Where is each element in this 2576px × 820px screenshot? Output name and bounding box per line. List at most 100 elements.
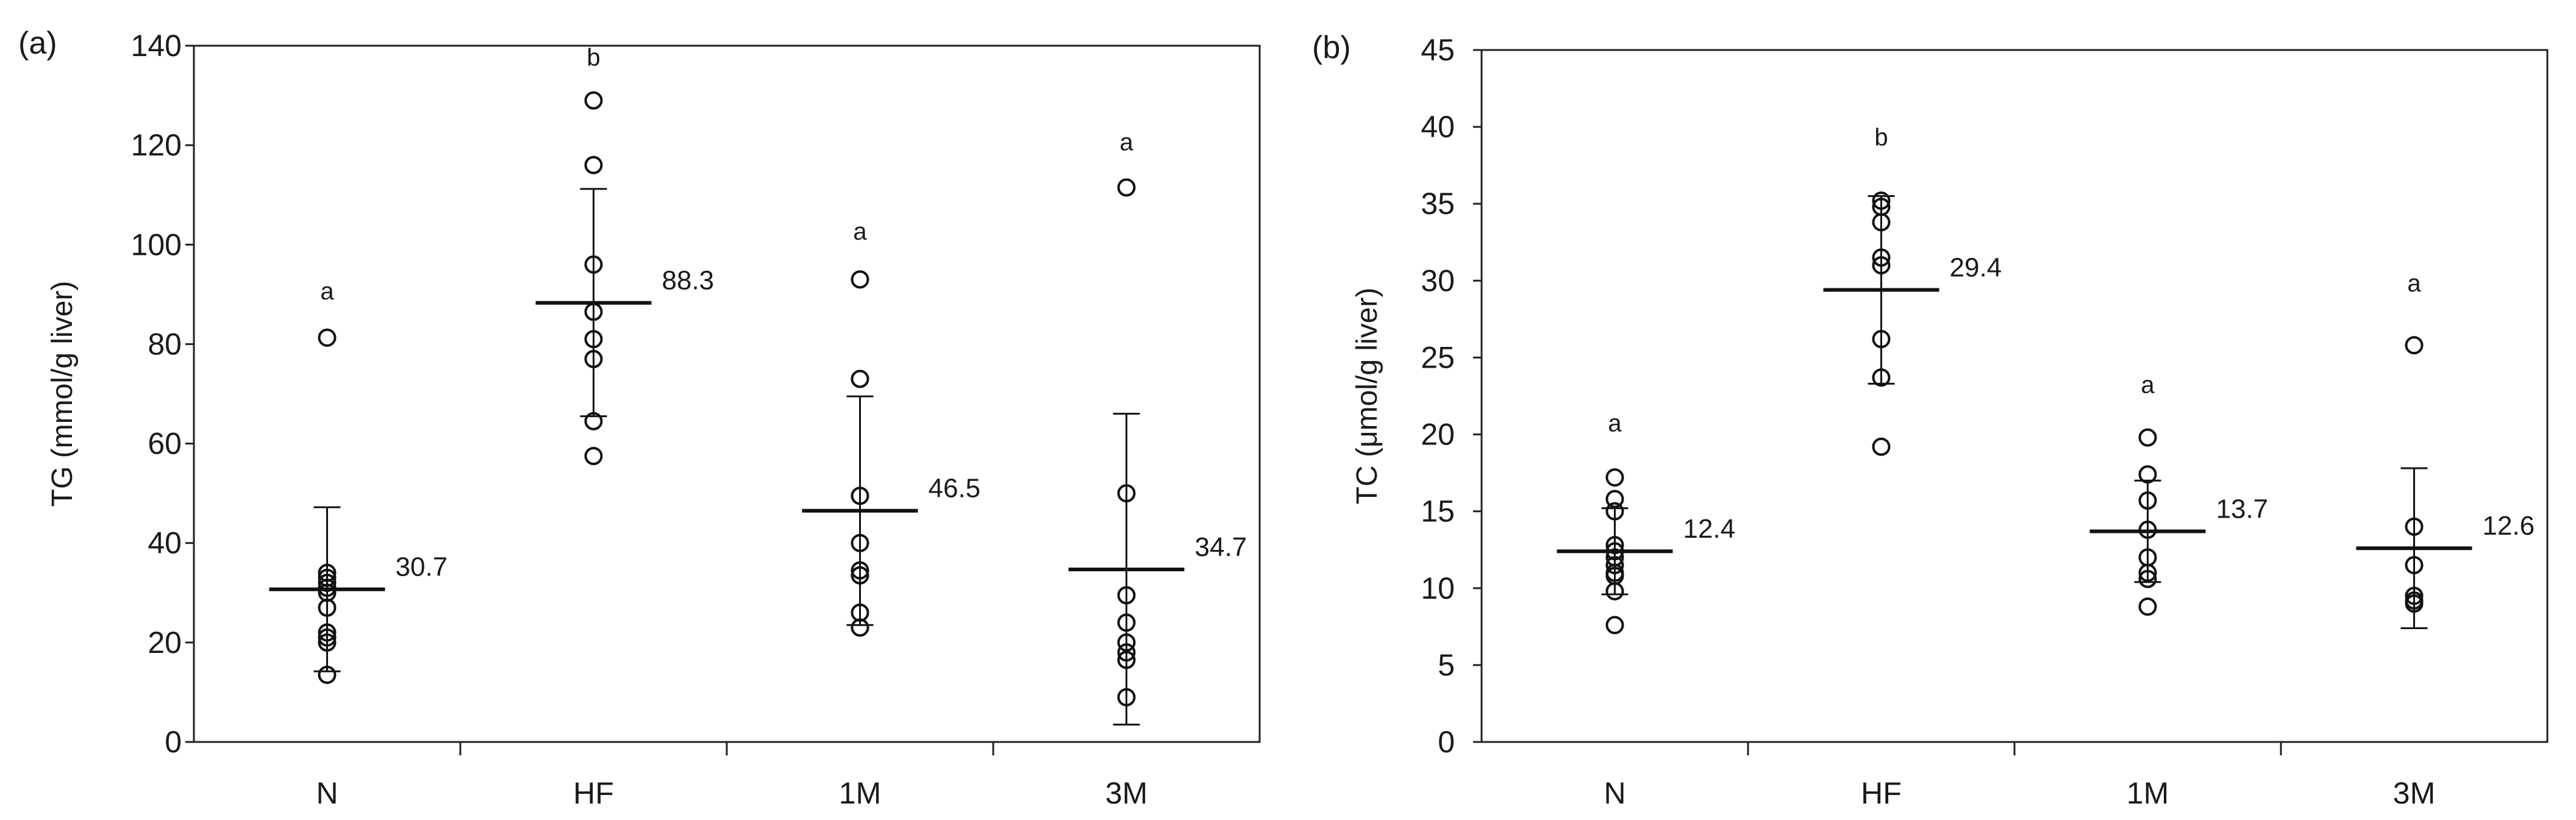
- y-tick-label: 35: [1421, 187, 1455, 221]
- x-tick-label: HF: [573, 776, 614, 810]
- data-point: [1605, 468, 1624, 487]
- y-tick-label: 0: [1438, 725, 1455, 759]
- significance-letter: a: [2141, 371, 2155, 398]
- data-point: [584, 412, 603, 430]
- y-axis-label: TG (mmol/g liver): [46, 281, 79, 507]
- data-point: [1872, 437, 1891, 456]
- x-tick-label: N: [1604, 776, 1625, 810]
- data-point: [318, 665, 337, 684]
- data-point: [318, 628, 337, 647]
- data-point: [1872, 256, 1891, 275]
- plot-frame: [193, 45, 1261, 743]
- y-axis-label: TC (μmol/g liver): [1351, 288, 1383, 505]
- data-point: [584, 255, 603, 274]
- data-point: [1117, 688, 1136, 707]
- data-point: [1872, 330, 1891, 349]
- y-tick-label: 20: [1421, 418, 1455, 452]
- x-tick-label: 3M: [1105, 776, 1147, 810]
- y-tick-label: 60: [148, 427, 182, 461]
- panel-a-tg-chart: (a) 0 20 40 60 80 100 120 140 TG (mmol/g liver) N H…: [18, 26, 1261, 810]
- y-tick-label: 0: [165, 725, 182, 759]
- data-point: [1117, 178, 1136, 197]
- y-tick-label: 20: [148, 626, 182, 660]
- x-tick-label: 1M: [839, 776, 881, 810]
- data-point: [318, 328, 337, 347]
- data-point: [851, 533, 869, 552]
- data-point: [584, 349, 603, 368]
- data-point: [1872, 191, 1891, 210]
- data-point: [584, 446, 603, 465]
- panel-b-tc-chart: (b) 0 5 10 15 20 25 30 35 40 45 TC (μmol/g liver) N H…: [1312, 30, 2549, 810]
- y-tick-label: 45: [1421, 33, 1455, 67]
- significance-letter: a: [1608, 410, 1622, 437]
- significance-letter: a: [2407, 270, 2421, 297]
- y-tick-label: 40: [1421, 110, 1455, 144]
- data-point: [1605, 616, 1624, 635]
- y-tick-label: 80: [148, 327, 182, 361]
- data-point: [2405, 555, 2424, 574]
- data-point: [2138, 491, 2157, 510]
- data-point: [584, 330, 603, 349]
- data-point: [1605, 555, 1624, 574]
- significance-letter: a: [1119, 129, 1133, 155]
- y-tick-label: 10: [1421, 571, 1455, 605]
- significance-letter: a: [320, 278, 334, 305]
- data-point: [851, 270, 869, 289]
- data-point: [851, 566, 869, 585]
- mean-label: 88.3: [662, 266, 715, 296]
- data-point: [851, 618, 869, 637]
- plot-frame: [1480, 49, 2549, 743]
- significance-letter: a: [853, 218, 867, 245]
- data-point: [1605, 502, 1624, 521]
- y-tick-label: 25: [1421, 340, 1455, 374]
- data-point: [584, 155, 603, 174]
- y-tick-label: 100: [131, 227, 182, 262]
- mean-label: 12.4: [1683, 514, 1736, 544]
- y-tick-label: 120: [131, 128, 182, 162]
- mean-label: 30.7: [396, 552, 448, 582]
- data-point: [2138, 428, 2157, 447]
- data-point: [1117, 484, 1136, 503]
- data-point: [318, 598, 337, 617]
- data-point: [1117, 613, 1136, 632]
- mean-label: 12.6: [2483, 511, 2535, 541]
- y-tick-label: 30: [1421, 263, 1455, 298]
- significance-letter: b: [587, 45, 600, 71]
- data-point: [1117, 651, 1136, 669]
- mean-label: 34.7: [1195, 532, 1247, 562]
- data-point: [2138, 569, 2157, 588]
- data-point: [318, 623, 337, 642]
- data-point: [851, 369, 869, 388]
- x-tick-label: N: [316, 776, 338, 810]
- data-point: [2405, 586, 2424, 605]
- data-point: [1872, 248, 1891, 267]
- data-point: [318, 633, 337, 652]
- y-tick-label: 140: [131, 29, 182, 63]
- y-tick-label: 5: [1438, 648, 1455, 682]
- data-point: [2405, 594, 2424, 613]
- mean-label: 29.4: [1950, 252, 2002, 282]
- data-point: [1605, 490, 1624, 508]
- data-point: [1117, 586, 1136, 605]
- y-tick-label: 15: [1421, 494, 1455, 529]
- data-point: [1605, 582, 1624, 601]
- data-point: [2138, 465, 2157, 484]
- data-point: [1117, 643, 1136, 662]
- data-point: [2138, 597, 2157, 616]
- y-tick-label: 40: [148, 526, 182, 560]
- data-point: [851, 561, 869, 580]
- x-tick-label: 3M: [2393, 776, 2435, 810]
- panel-label: (b): [1312, 30, 1351, 65]
- data-point: [1872, 213, 1891, 232]
- x-tick-label: HF: [1861, 776, 1902, 810]
- x-tick-label: 1M: [2127, 776, 2169, 810]
- data-point: [2405, 517, 2424, 536]
- data-point: [1872, 368, 1891, 387]
- mean-label: 13.7: [2216, 494, 2269, 524]
- data-point: [1117, 633, 1136, 652]
- data-point: [584, 91, 603, 110]
- mean-label: 46.5: [929, 474, 981, 504]
- data-point: [851, 487, 869, 505]
- data-point: [2138, 563, 2157, 582]
